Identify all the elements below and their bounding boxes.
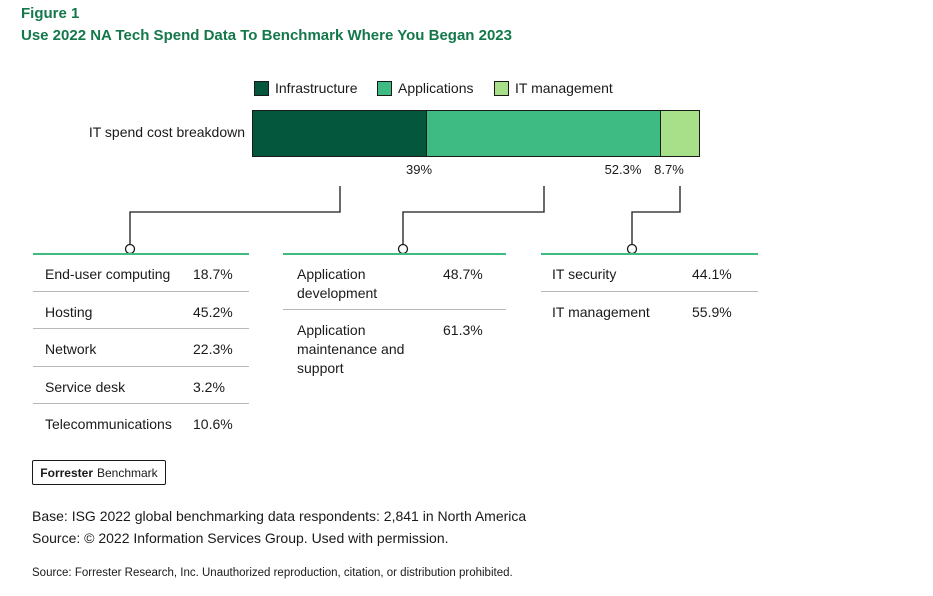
breakdown-applications-value: 48.7% (443, 266, 483, 282)
breakdown-applications-label: Application development (297, 266, 378, 301)
bar-category-label: IT spend cost breakdown (88, 124, 245, 140)
table-top-rule (283, 253, 506, 255)
breakdown-infrastructure-value: 22.3% (193, 341, 233, 357)
bar-data-label: 39% (405, 162, 433, 177)
legend-it-management: IT management (494, 78, 613, 98)
legend-swatch-it-management (494, 80, 509, 96)
legend-infrastructure: Infrastructure (254, 78, 357, 98)
forrester-benchmark-badge: Forrester Benchmark (32, 460, 166, 485)
base-note: Base: ISG 2022 global benchmarking data … (32, 508, 527, 524)
legend-swatch-applications (377, 80, 392, 96)
connector-infrastructure (129, 186, 341, 245)
breakdown-infrastructure-value: 45.2% (193, 304, 233, 320)
breakdown-infrastructure-label: Service desk (45, 379, 126, 395)
breakdown-applications-value: 61.3% (443, 322, 483, 338)
table-row-divider (33, 328, 249, 329)
breakdown-infrastructure-label: Hosting (45, 304, 93, 320)
figure-label: Figure 1 (21, 5, 80, 22)
table-top-rule (541, 253, 758, 255)
table-row-divider (33, 366, 249, 367)
table-row-divider (33, 291, 249, 292)
breakdown-infrastructure-label: Network (45, 341, 97, 357)
breakdown-it-management-value: 44.1% (692, 266, 732, 282)
breakdown-infrastructure-label: Telecommunications (45, 416, 172, 432)
breakdown-infrastructure-value: 10.6% (193, 416, 233, 432)
bar-segment-infrastructure (252, 110, 427, 157)
breakdown-infrastructure-value: 3.2% (193, 379, 225, 395)
breakdown-infrastructure-label: End-user computing (45, 266, 171, 282)
bar-data-label: 8.7% (654, 162, 684, 177)
bar-segment-applications (426, 110, 661, 157)
breakdown-infrastructure-value: 18.7% (193, 266, 233, 282)
table-row-divider (33, 403, 249, 404)
legend-label: Infrastructure (275, 80, 358, 96)
breakdown-applications-label: Application maintenance and support (297, 322, 405, 376)
connector-applications (402, 186, 545, 245)
badge-word: Benchmark (96, 465, 158, 480)
badge-brand: Forrester (40, 465, 93, 480)
legend-label: Applications (398, 80, 474, 96)
fine-print: Source: Forrester Research, Inc. Unautho… (32, 567, 513, 579)
table-row-divider (283, 309, 506, 310)
legend-applications: Applications (377, 78, 474, 98)
source-note: Source: © 2022 Information Services Grou… (32, 530, 449, 546)
legend-label: IT management (515, 80, 613, 96)
breakdown-it-management-value: 55.9% (692, 304, 732, 320)
table-top-rule (33, 253, 249, 255)
table-row-divider (541, 291, 758, 292)
connector-it-management (631, 186, 681, 245)
bar-segment-it-management (660, 110, 700, 157)
figure-title: Use 2022 NA Tech Spend Data To Benchmark… (21, 27, 512, 44)
breakdown-it-management-label: IT security (552, 266, 617, 282)
legend-swatch-infrastructure (254, 80, 269, 96)
breakdown-it-management-label: IT management (552, 304, 650, 320)
bar-data-label: 52.3% (604, 162, 642, 177)
